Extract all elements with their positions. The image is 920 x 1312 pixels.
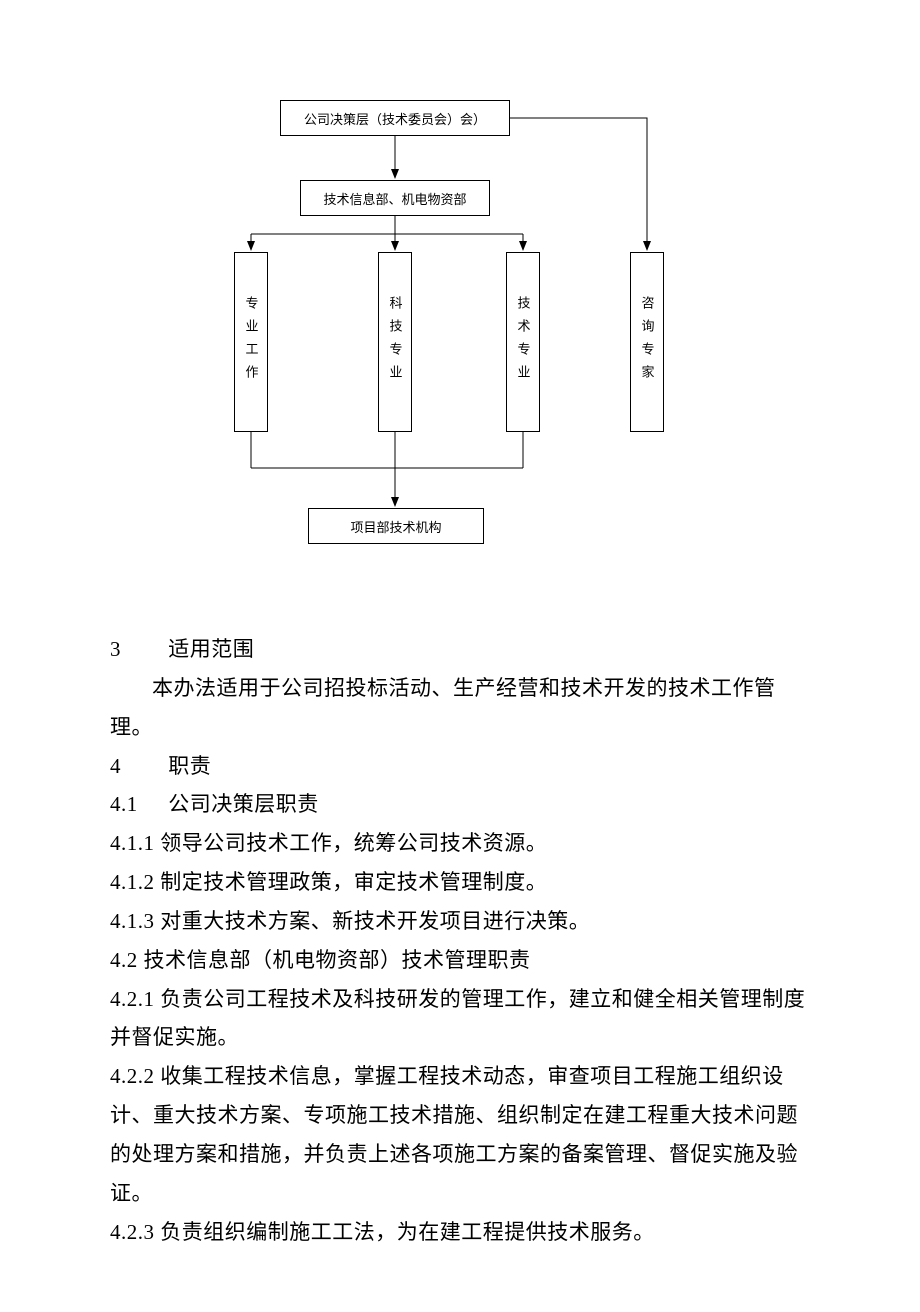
node-col1: 专业工作 <box>234 252 268 432</box>
node-top: 公司决策层（技术委员会）会） <box>280 100 510 136</box>
node-top-label: 公司决策层（技术委员会）会） <box>304 109 486 128</box>
section-4-2-heading: 4.2 技术信息部（机电物资部）技术管理职责 <box>110 941 810 980</box>
org-flowchart: 公司决策层（技术委员会）会） 技术信息部、机电物资部 专业工作 科技专业 技术专… <box>200 100 720 580</box>
section-4-number: 4 <box>110 747 163 786</box>
node-col3-label: 技术专业 <box>514 296 533 388</box>
para-4-2-2: 4.2.2 收集工程技术信息，掌握工程技术动态，审查项目工程施工组织设计、重大技… <box>110 1057 810 1212</box>
node-col4: 咨询专家 <box>630 252 664 432</box>
section-3-title: 适用范围 <box>168 637 254 661</box>
para-4-2-3: 4.2.3 负责组织编制施工工法，为在建工程提供技术服务。 <box>110 1213 810 1252</box>
node-col1-label: 专业工作 <box>242 296 261 388</box>
section-3-number: 3 <box>110 630 163 669</box>
section-4-heading: 4 职责 <box>110 747 810 786</box>
node-bottom: 项目部技术机构 <box>308 508 484 544</box>
document-page: 公司决策层（技术委员会）会） 技术信息部、机电物资部 专业工作 科技专业 技术专… <box>0 0 920 1312</box>
para-4-1-1: 4.1.1 领导公司技术工作，统筹公司技术资源。 <box>110 824 810 863</box>
section-4-1-number: 4.1 <box>110 785 163 824</box>
para-4-2-1: 4.2.1 负责公司工程技术及科技研发的管理工作，建立和健全相关管理制度并督促实… <box>110 980 810 1058</box>
section-3-body: 本办法适用于公司招投标活动、生产经营和技术开发的技术工作管理。 <box>110 669 810 747</box>
section-4-title: 职责 <box>168 754 211 778</box>
para-4-1-3: 4.1.3 对重大技术方案、新技术开发项目进行决策。 <box>110 902 810 941</box>
node-col4-label: 咨询专家 <box>638 296 657 388</box>
node-bottom-label: 项目部技术机构 <box>350 517 441 536</box>
node-col2: 科技专业 <box>378 252 412 432</box>
section-4-1-heading: 4.1 公司决策层职责 <box>110 785 810 824</box>
node-mid-label: 技术信息部、机电物资部 <box>323 189 466 208</box>
node-mid: 技术信息部、机电物资部 <box>300 180 490 216</box>
node-col2-label: 科技专业 <box>386 296 405 388</box>
node-col3: 技术专业 <box>506 252 540 432</box>
section-4-1-title: 公司决策层职责 <box>168 792 319 816</box>
para-4-1-2: 4.1.2 制定技术管理政策，审定技术管理制度。 <box>110 863 810 902</box>
section-3-heading: 3 适用范围 <box>110 630 810 669</box>
